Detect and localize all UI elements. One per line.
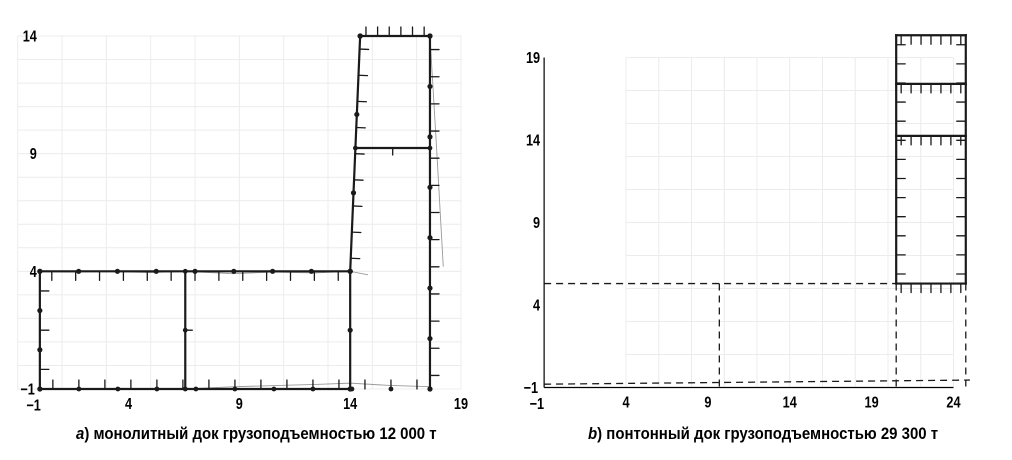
svg-text:−1: −1	[530, 396, 545, 413]
svg-text:4: 4	[125, 396, 132, 413]
svg-text:4: 4	[30, 264, 37, 281]
svg-text:9: 9	[704, 394, 711, 411]
svg-text:19: 19	[865, 394, 879, 411]
svg-text:14: 14	[23, 28, 37, 45]
svg-text:9: 9	[236, 396, 243, 413]
svg-text:−1: −1	[20, 381, 35, 398]
svg-text:−1: −1	[26, 397, 41, 414]
svg-text:24: 24	[946, 394, 960, 411]
svg-text:14: 14	[783, 394, 797, 411]
svg-text:14: 14	[343, 396, 357, 413]
svg-text:4: 4	[622, 394, 629, 411]
svg-text:14: 14	[526, 132, 540, 149]
svg-text:4: 4	[533, 297, 540, 314]
svg-text:9: 9	[30, 146, 37, 163]
svg-text:9: 9	[533, 215, 540, 232]
svg-text:−1: −1	[524, 380, 539, 397]
svg-text:19: 19	[454, 396, 468, 413]
svg-text:19: 19	[526, 50, 540, 67]
